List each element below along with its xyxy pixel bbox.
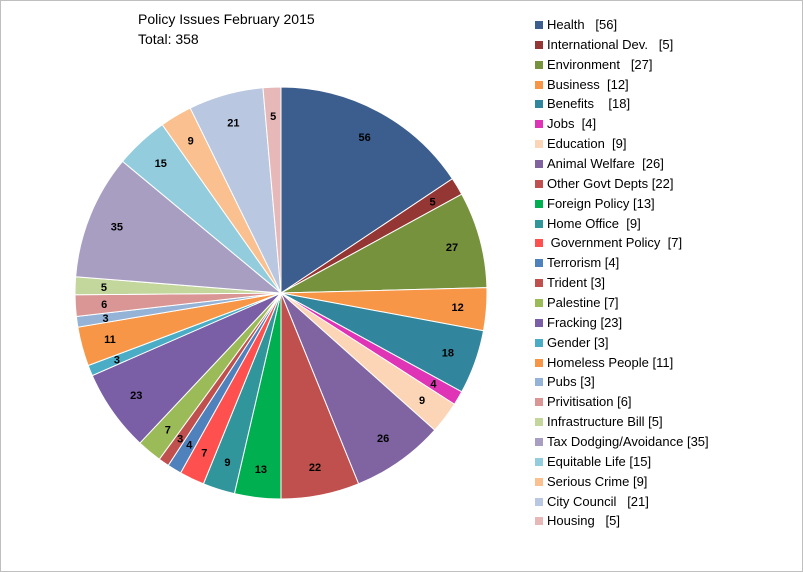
legend-label: Trident [3] bbox=[547, 275, 606, 291]
slice-value-label-equitable-life: 15 bbox=[155, 158, 167, 170]
legend-swatch bbox=[535, 120, 543, 129]
legend-swatch bbox=[535, 299, 543, 308]
legend-label: Environment [27] bbox=[547, 56, 653, 72]
legend-label: Gender [3] bbox=[547, 334, 609, 350]
legend-label: Fracking [23] bbox=[547, 314, 623, 330]
legend-label: Health [56] bbox=[547, 17, 618, 32]
slice-value-label-jobs: 4 bbox=[430, 378, 437, 390]
legend-label: Tax Dodging/Avoidance [35] bbox=[547, 434, 709, 450]
legend-swatch bbox=[535, 279, 543, 288]
slice-value-label-terrorism: 4 bbox=[186, 440, 193, 452]
legend-label: Homeless People [11] bbox=[547, 354, 674, 370]
slice-value-label-government-policy: 7 bbox=[201, 448, 207, 460]
legend-label: International Dev. [5] bbox=[547, 36, 674, 52]
legend-label: Pubs [3] bbox=[547, 374, 595, 390]
legend-label: Serious Crime [9] bbox=[547, 473, 648, 489]
legend-label: Other Govt Depts [22] bbox=[547, 175, 674, 191]
legend-label: Housing [5] bbox=[547, 513, 620, 529]
legend-swatch bbox=[535, 140, 543, 149]
legend-swatch bbox=[535, 457, 543, 466]
legend-swatch bbox=[535, 179, 543, 188]
legend-swatch bbox=[535, 21, 543, 29]
legend-swatch bbox=[535, 199, 543, 208]
legend-label: City Council [21] bbox=[547, 493, 649, 509]
slice-value-label-other-govt-depts: 22 bbox=[309, 462, 321, 474]
chart-subtitle: Total: 358 bbox=[138, 31, 199, 47]
legend-swatch bbox=[535, 378, 543, 387]
legend-swatch bbox=[535, 398, 543, 407]
legend-swatch bbox=[535, 40, 543, 49]
slice-value-label-trident: 3 bbox=[177, 434, 183, 446]
slice-value-label-serious-crime: 9 bbox=[188, 136, 194, 148]
slice-value-label-home-office: 9 bbox=[224, 457, 230, 469]
slice-value-label-animal-welfare: 26 bbox=[377, 433, 389, 445]
slice-value-label-education: 9 bbox=[419, 395, 425, 407]
pie-slice-environment bbox=[280, 193, 488, 294]
slice-value-label-pubs: 3 bbox=[103, 313, 109, 325]
legend-label: Infrastructure Bill [5] bbox=[547, 414, 663, 430]
slice-value-label-international-dev: 5 bbox=[430, 196, 436, 208]
slice-value-label-gender: 3 bbox=[114, 355, 120, 367]
slice-value-label-homeless-people: 11 bbox=[104, 334, 116, 346]
legend-label: Palestine [7] bbox=[547, 295, 619, 311]
legend-swatch bbox=[535, 219, 543, 228]
legend-label: Business [12] bbox=[547, 76, 629, 92]
legend-label: Foreign Policy [13] bbox=[547, 195, 655, 211]
slice-value-label-fracking: 23 bbox=[130, 390, 142, 402]
legend-swatch bbox=[535, 477, 543, 486]
pie-slice-health bbox=[280, 86, 454, 294]
slice-value-label-city-council: 21 bbox=[227, 117, 239, 129]
legend-label: Education [9] bbox=[547, 136, 627, 152]
slice-value-label-benefits: 18 bbox=[442, 347, 454, 359]
legend-swatch bbox=[535, 100, 543, 109]
legend-swatch bbox=[535, 259, 543, 268]
legend-label: Terrorism [4] bbox=[547, 255, 620, 271]
slice-value-label-palestine: 7 bbox=[165, 424, 171, 436]
legend-swatch bbox=[535, 80, 543, 89]
legend-swatch bbox=[535, 358, 543, 367]
slice-value-label-foreign-policy: 13 bbox=[255, 464, 267, 476]
slice-value-label-privitisation: 6 bbox=[101, 299, 107, 311]
slice-value-label-environment: 27 bbox=[446, 242, 458, 254]
legend-swatch bbox=[535, 418, 543, 427]
slice-value-label-health: 56 bbox=[358, 132, 370, 144]
chart-title: Policy Issues February 2015 bbox=[138, 11, 315, 27]
legend-label: Government Policy [7] bbox=[547, 235, 683, 251]
slice-value-label-tax-dodging-avoidance: 35 bbox=[111, 221, 123, 233]
slice-value-label-infrastructure-bill: 5 bbox=[101, 282, 107, 294]
legend-swatch bbox=[535, 60, 543, 69]
legend-swatch bbox=[535, 517, 543, 526]
legend-label: Home Office [9] bbox=[547, 215, 641, 231]
legend-swatch bbox=[535, 318, 543, 327]
legend-swatch bbox=[535, 438, 543, 447]
legend-swatch bbox=[535, 160, 543, 169]
slice-value-label-housing: 5 bbox=[270, 111, 276, 123]
pie-slice-tax-dodging-avoidance bbox=[75, 160, 283, 294]
legend-swatch bbox=[535, 338, 543, 347]
legend-swatch bbox=[535, 239, 543, 248]
legend-swatch bbox=[535, 497, 543, 506]
slice-value-label-business: 12 bbox=[451, 302, 463, 314]
legend-label: Equitable Life [15] bbox=[547, 453, 652, 469]
legend-label: Animal Welfare [26] bbox=[547, 156, 664, 172]
legend-label: Jobs [4] bbox=[547, 116, 597, 132]
legend-label: Benefits [18] bbox=[547, 96, 631, 112]
pie-slice-housing bbox=[262, 86, 282, 294]
legend-label: Privitisation [6] bbox=[547, 394, 632, 410]
